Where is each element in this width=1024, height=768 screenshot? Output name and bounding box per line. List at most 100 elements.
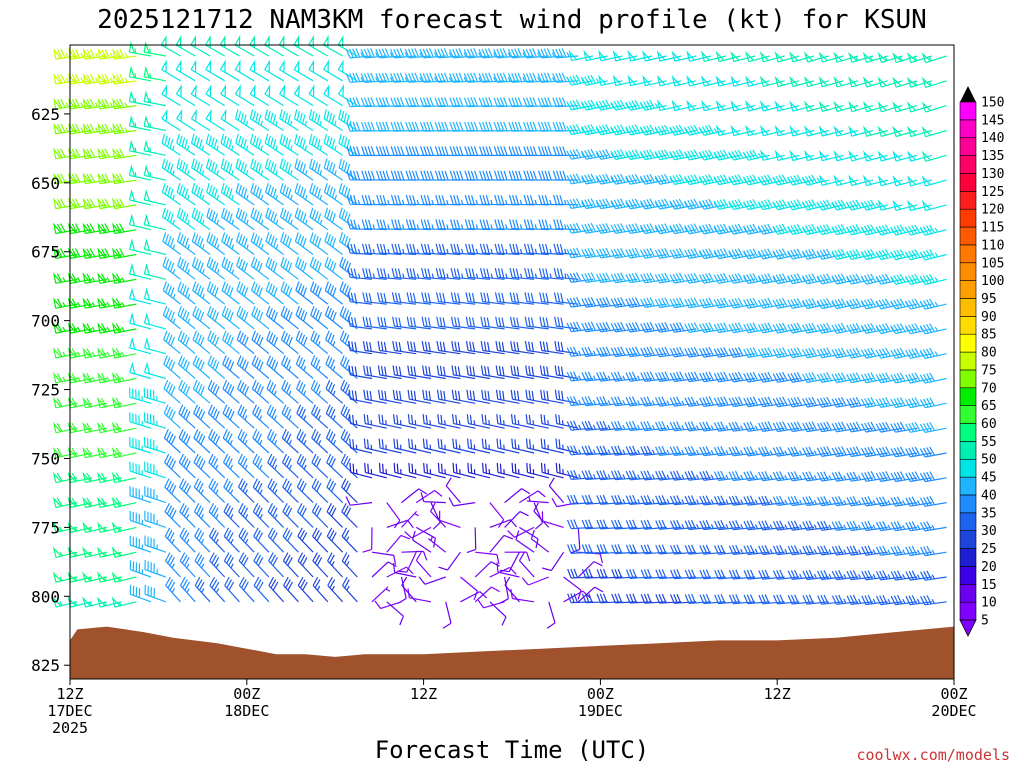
wind-barb [68,72,93,85]
wind-barb [523,121,549,132]
wind-barb [176,108,196,132]
wind-barb [376,267,402,280]
wind-barb [82,197,107,210]
wind-barb [877,51,903,64]
wind-barb [713,470,741,481]
wind-barb [654,173,682,185]
wind-barb [338,133,358,156]
wind-barb [698,272,726,284]
wind-barb [846,273,874,285]
wind-barb [625,544,653,555]
wind-barb [341,478,358,504]
wind-barb [596,420,623,431]
wind-barb [789,149,815,162]
wind-barb [907,125,933,138]
wind-barb [392,563,417,578]
wind-barb [642,50,667,62]
wind-barb [111,496,137,509]
wind-barb [362,340,387,355]
wind-barb [442,601,452,629]
wind-barb [390,194,417,206]
wind-barb [745,50,770,63]
wind-barb [460,591,488,603]
wind-barb [237,429,255,454]
wind-barb [625,519,653,530]
wind-barb [831,224,859,236]
wind-barb [337,34,358,57]
wind-barb [596,396,623,407]
colorbar-label: 105 [981,256,1004,271]
wind-barb [541,511,564,528]
wind-barb [742,223,770,235]
wind-barb [540,389,564,404]
wind-barb [581,198,608,210]
wind-barb [745,100,770,112]
wind-barb [422,389,446,404]
wind-barb [82,222,107,235]
wind-barb [714,520,741,531]
wind-barb [393,414,417,429]
wind-barb [774,75,800,88]
wind-barb [237,379,255,404]
colorbar-swatch [959,387,977,406]
wind-barb [208,527,226,553]
wind-barb [611,593,638,604]
wind-barb [251,281,270,305]
wind-barb [193,404,211,429]
wind-barb [715,75,741,87]
wind-barb [294,133,314,156]
wind-barb [713,371,741,383]
wind-barb [862,125,888,137]
wind-barb [546,601,556,629]
wind-barb [250,232,270,255]
wind-barb [294,158,314,181]
wind-barb [580,148,608,160]
x-tick-label: 17DEC [47,702,92,720]
wind-barb [347,292,373,305]
wind-barb [436,340,461,355]
wind-barb [728,223,756,235]
wind-barb [846,421,874,433]
wind-barb [392,389,417,404]
wind-barb [404,72,432,83]
wind-barb [817,594,844,605]
wind-barb [654,371,682,382]
wind-barb [802,545,829,556]
wind-barb [625,272,653,284]
wind-barb [422,365,446,380]
wind-barb [325,404,344,429]
wind-barb [831,298,859,310]
wind-barb [420,492,446,504]
wind-barb [596,544,623,555]
wind-barb [406,267,432,280]
wind-barb [297,503,314,528]
wind-barb [391,219,417,231]
wind-barb [581,420,608,431]
wind-barb [297,527,314,553]
wind-barb [323,158,343,181]
wind-barb [194,527,211,553]
wind-barb [419,72,446,83]
wind-barb [191,133,211,156]
wind-barb [267,453,285,479]
wind-barb [360,48,387,59]
wind-barb [67,496,93,509]
wind-barb [875,520,903,532]
wind-barb [511,462,535,479]
wind-barb [699,520,726,531]
wind-barb [772,347,800,359]
colorbar-swatch [959,316,977,335]
wind-barb [220,108,240,132]
wind-barb [96,571,122,583]
wind-barb [223,503,240,528]
wind-barb [82,571,107,583]
wind-barb [801,199,829,211]
wind-barb [377,316,402,330]
wind-barb [831,520,859,531]
wind-barb [82,122,107,135]
wind-barb [919,496,947,507]
wind-barb [921,175,947,187]
wind-barb [580,99,608,111]
wind-barb [111,322,137,334]
